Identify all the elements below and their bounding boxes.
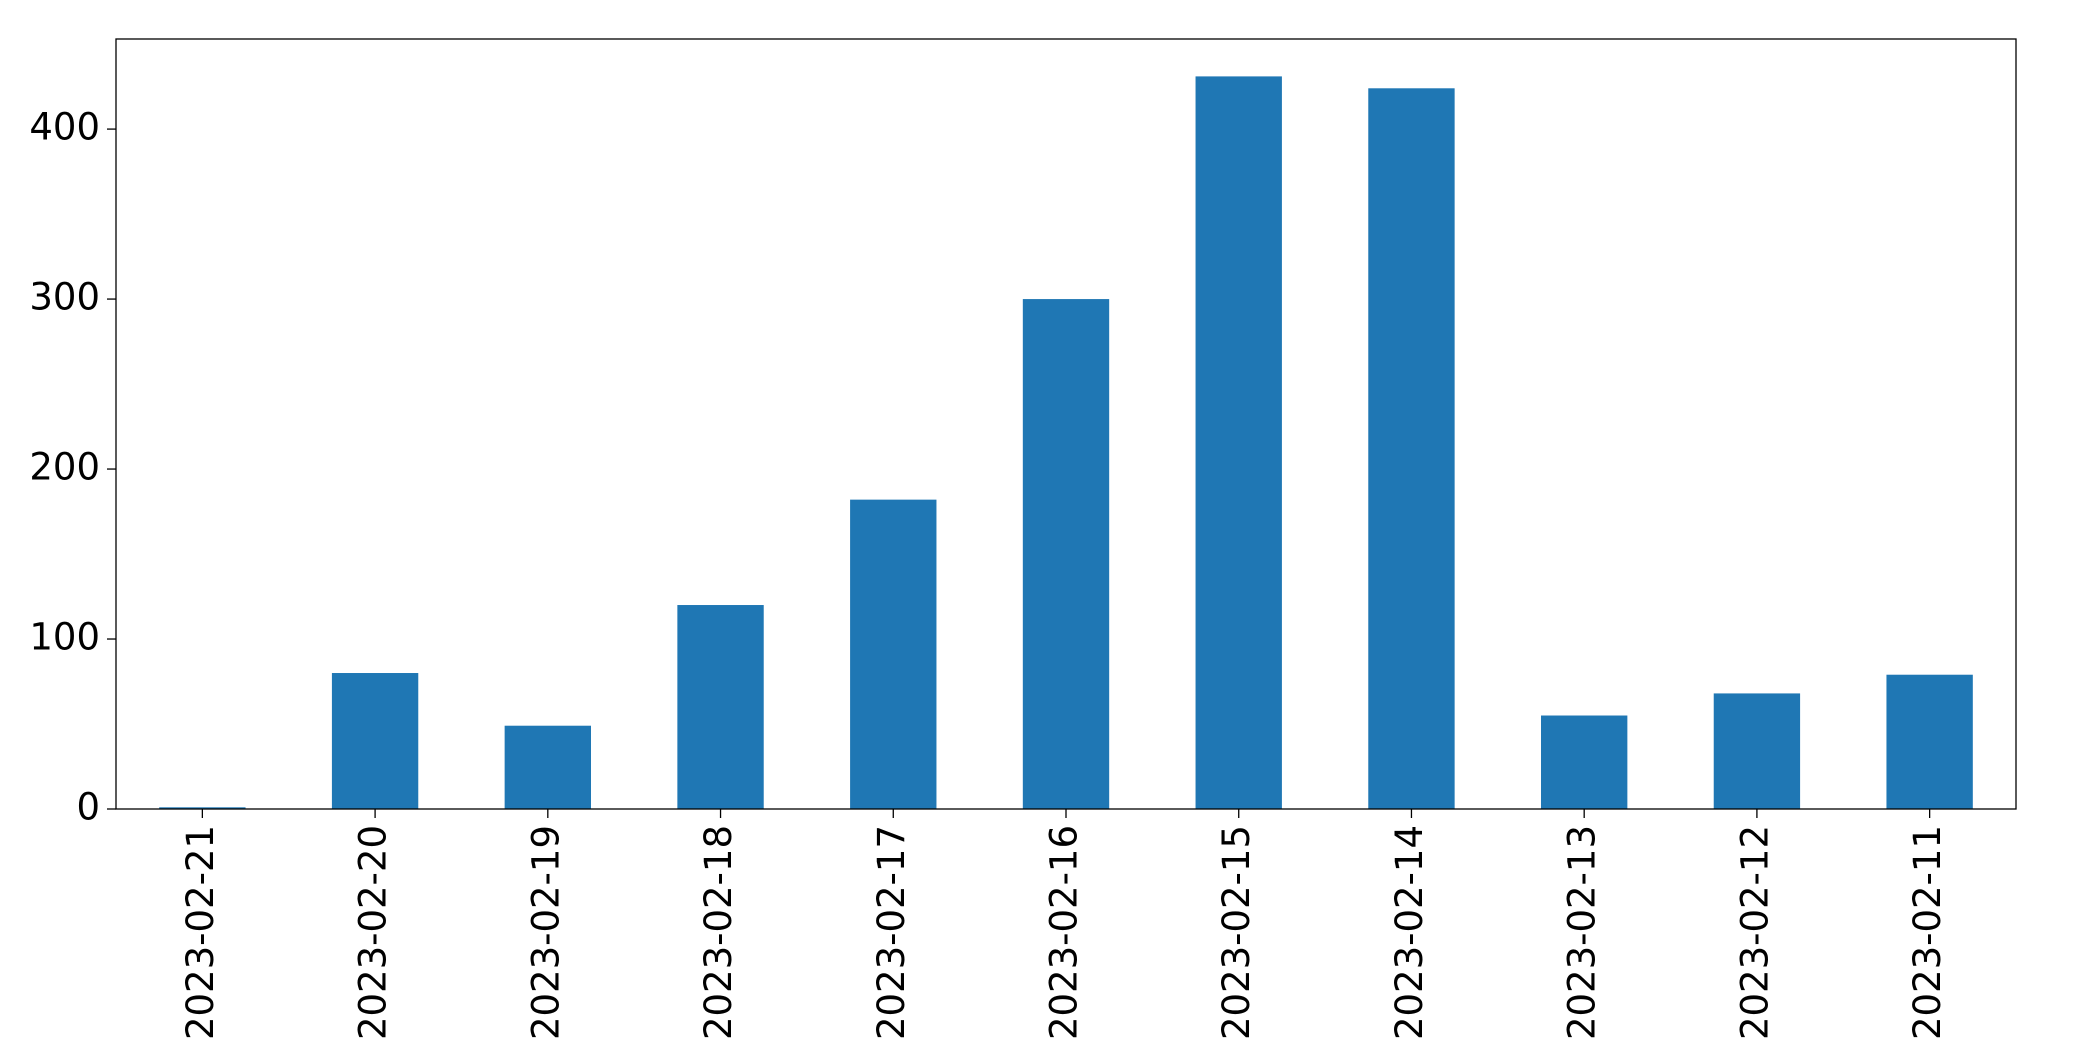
x-tick-label: 2023-02-12 [1733, 825, 1776, 1040]
bar [331, 673, 419, 809]
bar [1022, 299, 1110, 809]
y-tick-label: 0 [76, 786, 100, 829]
bar [504, 725, 591, 809]
y-tick-label: 400 [29, 106, 100, 149]
bar [159, 807, 246, 809]
x-tick-label: 2023-02-13 [1561, 825, 1604, 1040]
x-tick-label: 2023-02-17 [870, 825, 913, 1040]
x-tick-label: 2023-02-15 [1215, 825, 1258, 1040]
bar [677, 605, 764, 809]
x-tick-label: 2023-02-21 [179, 825, 222, 1040]
x-tick-label: 2023-02-19 [524, 825, 567, 1040]
x-tick-label: 2023-02-20 [352, 825, 395, 1040]
x-tick-label: 2023-02-18 [697, 825, 740, 1040]
y-tick-label: 200 [29, 446, 100, 489]
y-tick-label: 100 [29, 616, 100, 659]
x-tick-label: 2023-02-14 [1388, 825, 1431, 1040]
bar [1368, 88, 1455, 810]
bar [1713, 693, 1801, 809]
x-tick-label: 2023-02-11 [1906, 825, 1949, 1040]
x-tick-label: 2023-02-16 [1043, 825, 1086, 1040]
y-tick-label: 300 [29, 276, 100, 319]
bar [850, 499, 937, 809]
plot-frame [115, 38, 2017, 810]
bar [1886, 674, 1973, 809]
bar [1541, 715, 1628, 809]
bar [1195, 76, 1282, 809]
